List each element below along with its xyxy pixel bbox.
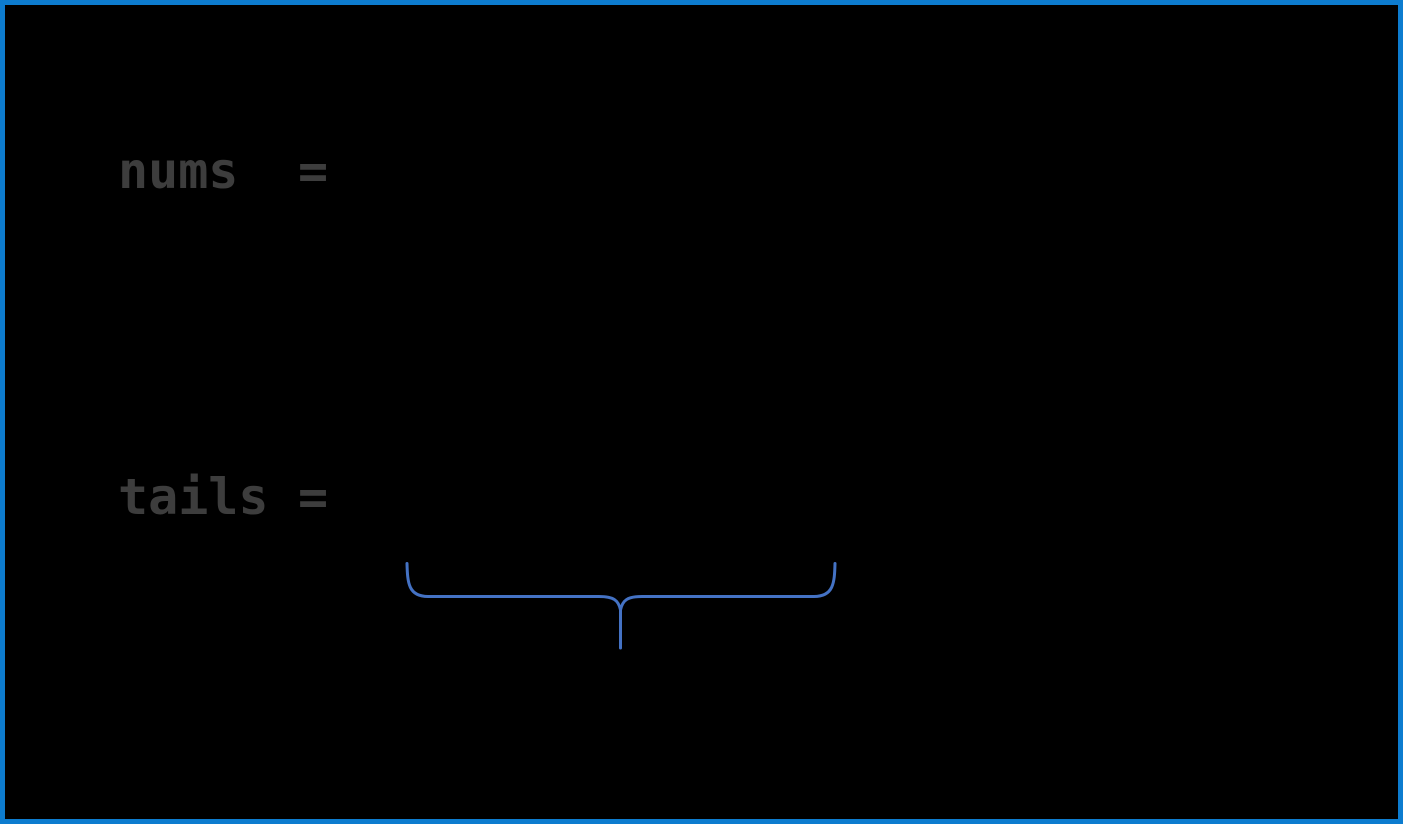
nums-label: nums bbox=[118, 142, 239, 200]
nums-equals-sign: = bbox=[298, 142, 329, 200]
underbrace-annotation-icon bbox=[405, 562, 837, 650]
tails-equals-sign: = bbox=[298, 468, 329, 526]
tails-label: tails bbox=[118, 468, 269, 526]
